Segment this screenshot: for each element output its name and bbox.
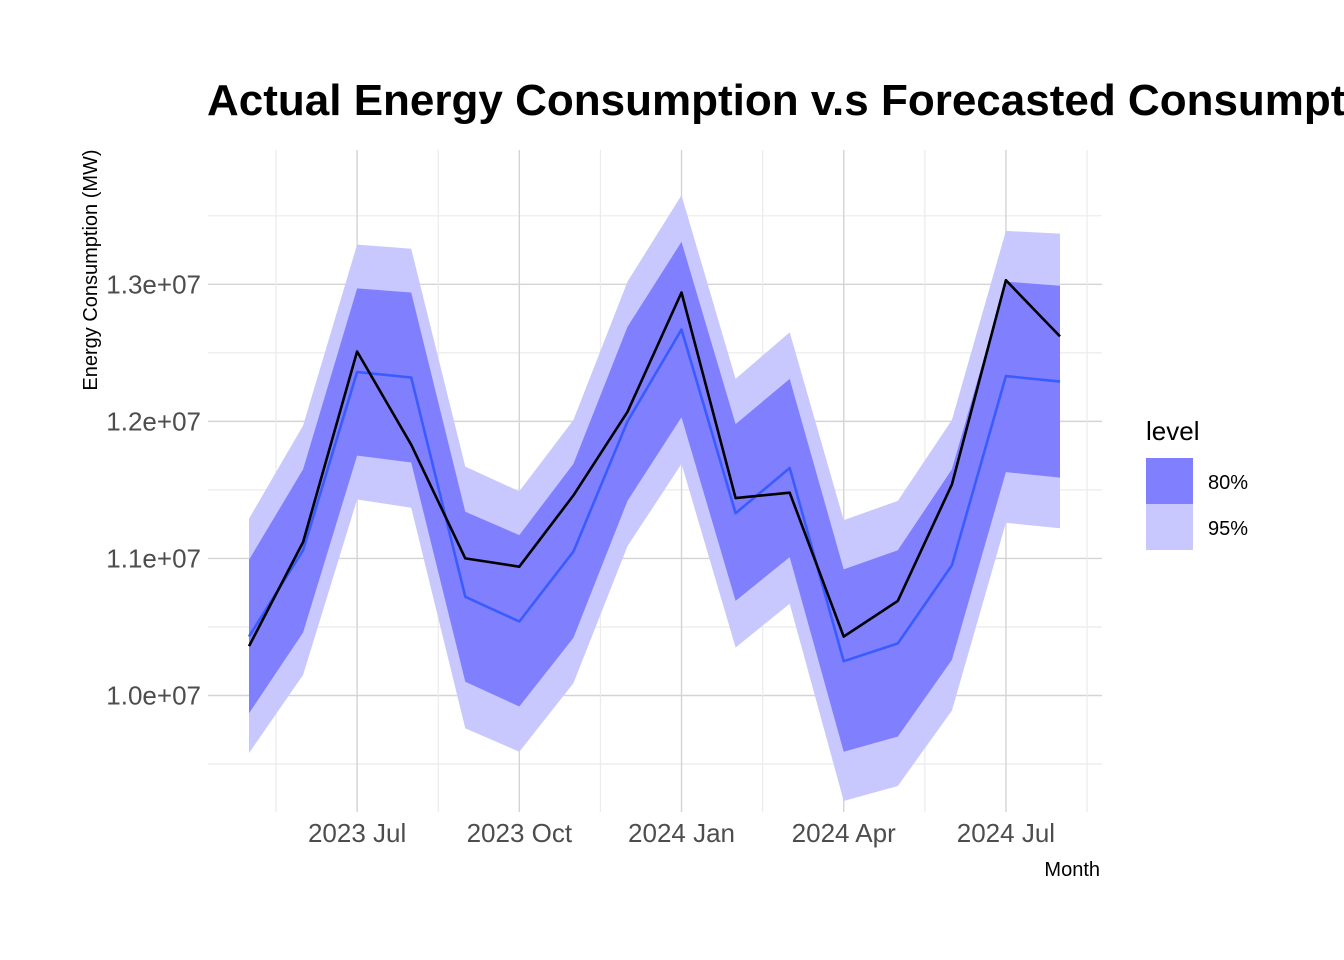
x-tick-label: 2024 Jan xyxy=(628,818,735,848)
forecast-line xyxy=(247,328,1061,663)
x-tick-label: 2024 Apr xyxy=(792,818,896,848)
chart-title: Actual Energy Consumption v.s Forecasted… xyxy=(207,76,1344,125)
actual-line xyxy=(247,278,1061,647)
x-tick-label: 2023 Jul xyxy=(308,818,406,848)
x-tick-label: 2023 Oct xyxy=(467,818,573,848)
legend-label: 80% xyxy=(1208,472,1248,494)
legend-label: 95% xyxy=(1208,518,1248,540)
y-tick-label: 1.0e+07 xyxy=(106,680,201,710)
y-tick-label: 1.1e+07 xyxy=(106,543,201,573)
legend-swatch-80 xyxy=(1146,458,1193,504)
series-lines xyxy=(247,278,1061,663)
x-axis-title: Month xyxy=(1044,859,1100,881)
y-tick-labels: 1.0e+07 1.1e+07 1.2e+07 1.3e+07 xyxy=(106,269,201,710)
legend-title: level xyxy=(1146,416,1199,446)
y-tick-label: 1.3e+07 xyxy=(106,269,201,299)
x-tick-labels: 2023 Jul 2023 Oct 2024 Jan 2024 Apr 2024 Jul xyxy=(308,818,1055,848)
x-tick-label: 2024 Jul xyxy=(957,818,1055,848)
y-tick-label: 1.2e+07 xyxy=(106,406,201,436)
legend-swatch-95 xyxy=(1146,504,1193,550)
band-80-area xyxy=(249,241,1060,752)
legend: level 80% 95% xyxy=(1146,416,1248,550)
y-axis-title: Energy Consumption (MW) xyxy=(80,149,102,390)
prediction-bands xyxy=(249,195,1060,801)
